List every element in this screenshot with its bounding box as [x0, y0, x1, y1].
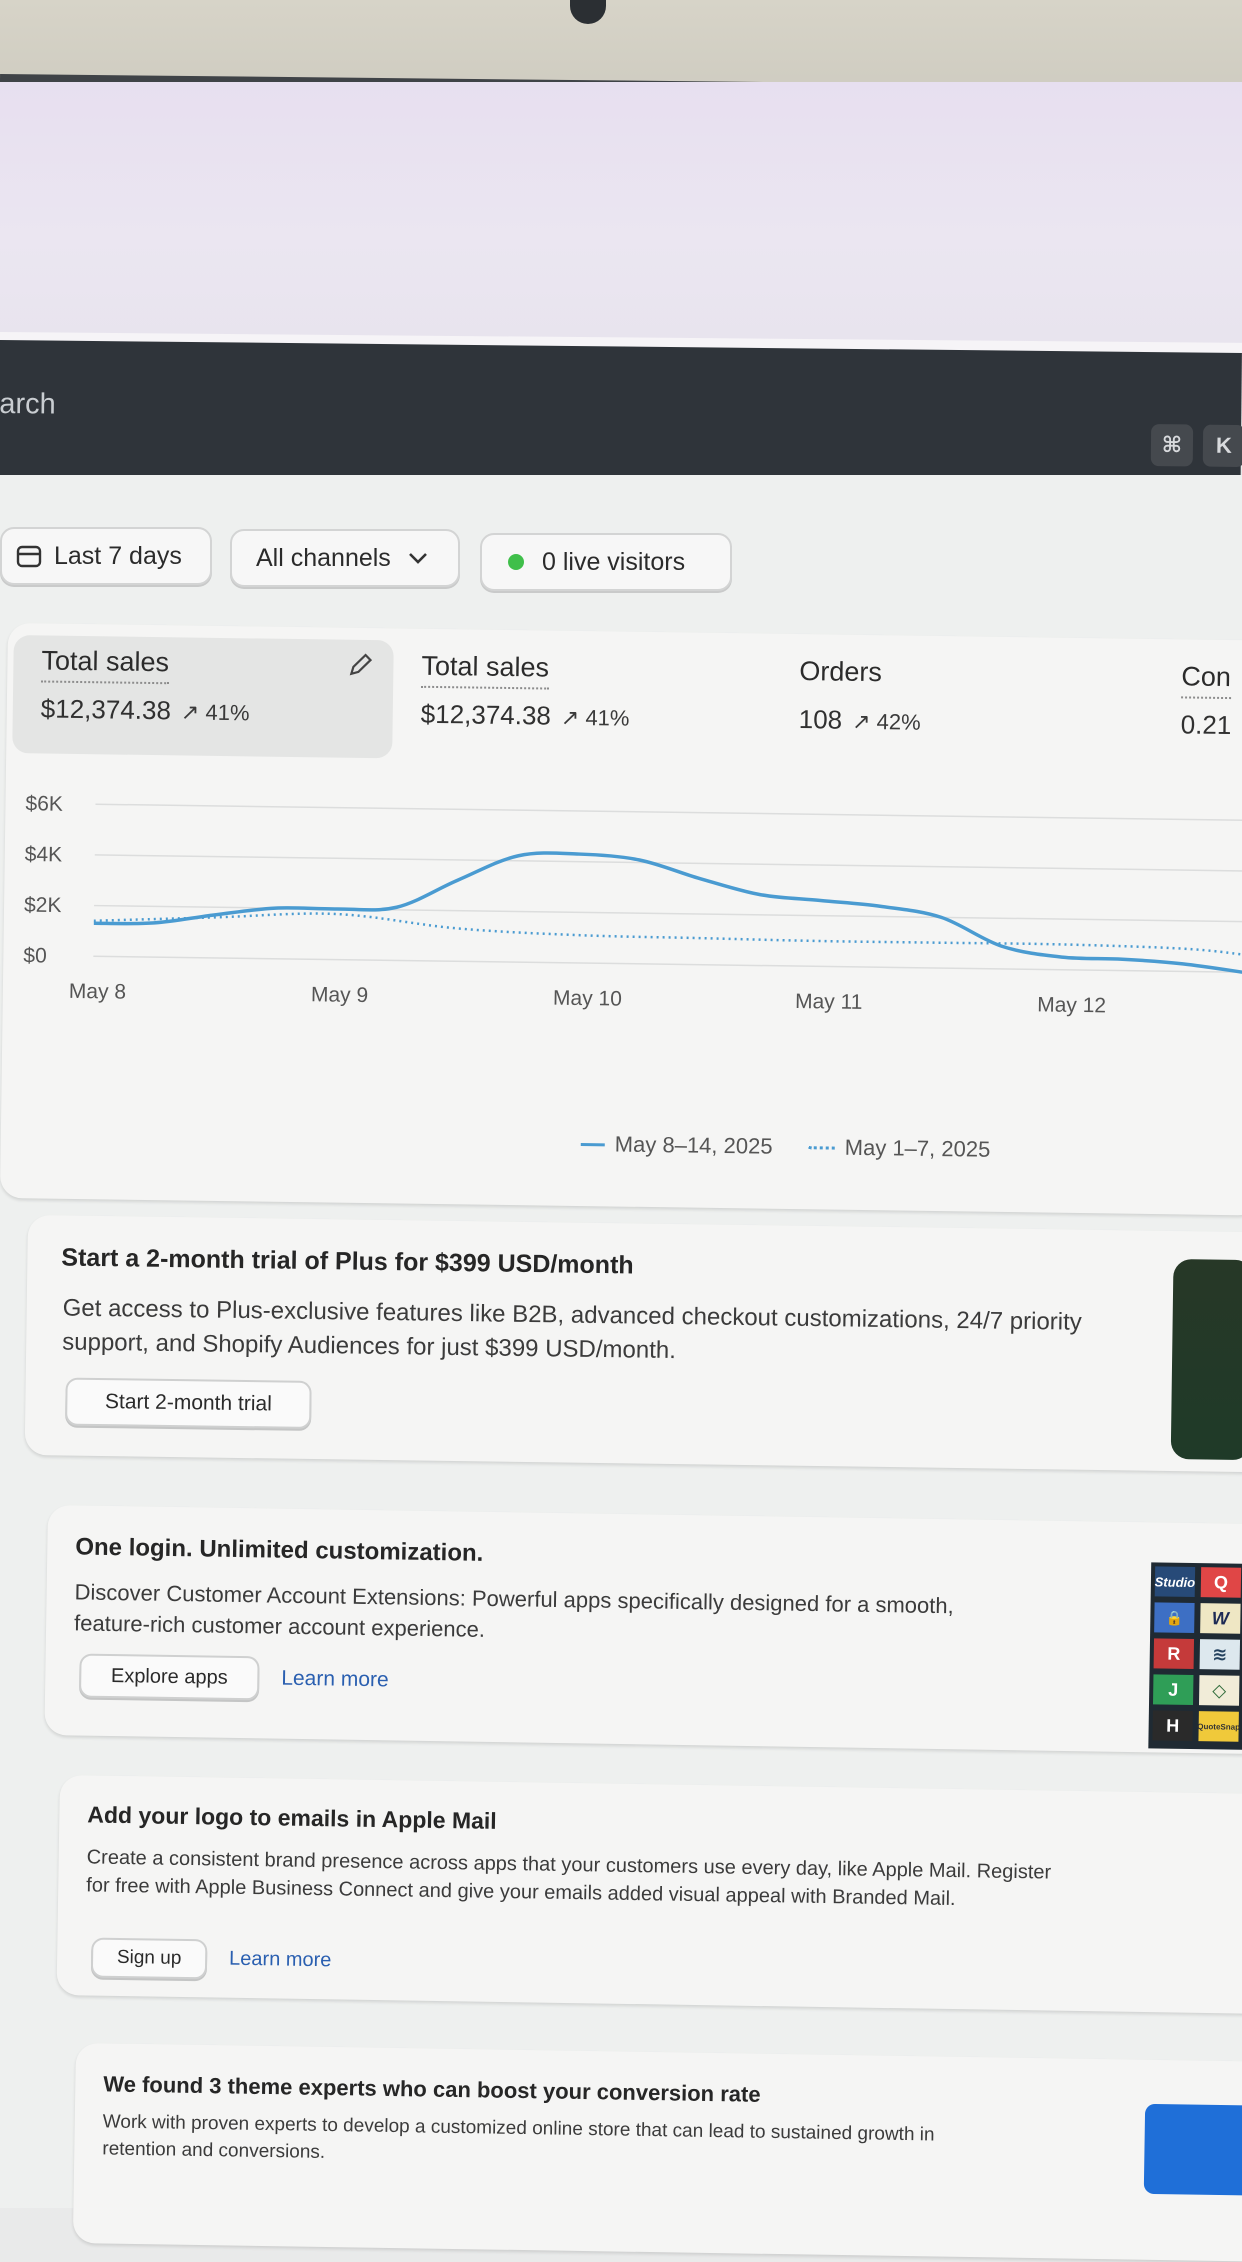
- legend-dotted-swatch: [808, 1145, 835, 1150]
- stripes-app-icon: ≋: [1199, 1639, 1241, 1670]
- metric-label[interactable]: Total sales: [421, 650, 550, 690]
- device-bezel: [0, 0, 1242, 100]
- r-app-icon: R: [1153, 1638, 1195, 1670]
- promo-body: Work with proven experts to develop a cu…: [102, 2111, 935, 2163]
- q-app-icon: Q: [1200, 1567, 1242, 1598]
- y-tick-label: $0: [23, 944, 47, 967]
- promo-title: Start a 2-month trial of Plus for $399 U…: [61, 1243, 634, 1280]
- previous-period-line: [93, 912, 1242, 956]
- metric-value: 0.21: [1180, 709, 1232, 741]
- metric-label[interactable]: Orders: [799, 656, 883, 688]
- start-trial-button[interactable]: Start 2-month trial: [65, 1377, 312, 1429]
- k-key-icon: K: [1202, 424, 1242, 468]
- channels-label: All channels: [256, 543, 391, 572]
- cube-app-icon: ◇: [1198, 1675, 1240, 1706]
- pencil-icon[interactable]: [345, 650, 375, 680]
- gridline: [95, 803, 1242, 822]
- studio-app-icon: Studio: [1155, 1566, 1195, 1598]
- promo-image: [1170, 1258, 1242, 1461]
- channels-dropdown[interactable]: All channels: [230, 529, 460, 587]
- legend-current-label: May 8–14, 2025: [614, 1131, 773, 1159]
- lock-app-icon: 🔒: [1154, 1602, 1195, 1634]
- metric-value: $12,374.38 ↗ 41%: [41, 693, 250, 727]
- metric-delta: ↗ 41%: [180, 699, 250, 726]
- learn-more-link[interactable]: Learn more: [281, 1666, 389, 1692]
- app-icons-collage: Studio Q 🔒 W R ≋ J ◇ H QuoteSnap: [1148, 1562, 1242, 1750]
- learn-more-link[interactable]: Learn more: [228, 1947, 332, 1972]
- y-tick-label: $4K: [25, 843, 63, 867]
- y-tick-label: $2K: [24, 894, 62, 918]
- main-content: Last 7 days All channels 0 live visitors…: [0, 475, 1242, 2262]
- sales-line-chart: $6K $4K $2K $0 May 8 May 9 May 10 May 11 May 12: [23, 792, 1242, 1017]
- promo-title: One login. Unlimited customization.: [75, 1533, 484, 1567]
- y-tick-label: $6K: [25, 792, 63, 816]
- explore-apps-button[interactable]: Explore apps: [78, 1653, 260, 1701]
- apple-mail-card: Add your logo to emails in Apple Mail Cr…: [56, 1775, 1242, 2015]
- sign-up-button[interactable]: Sign up: [90, 1937, 208, 1980]
- h-app-icon: H: [1152, 1710, 1193, 1742]
- metric-amount: $12,374.38: [40, 693, 172, 726]
- search-field[interactable]: arch: [0, 387, 56, 421]
- promo-body: Discover Customer Account Extensions: Po…: [73, 1579, 954, 1642]
- j-app-icon: J: [1153, 1674, 1194, 1706]
- sales-analytics-card: Total sales $12,374.38 ↗ 41% Total sales …: [0, 623, 1242, 1216]
- metric-amount: $12,374.38: [420, 698, 552, 731]
- promo-title: Add your logo to emails in Apple Mail: [87, 1801, 497, 1834]
- promo-body: Get access to Plus-exclusive features li…: [62, 1294, 1082, 1364]
- x-tick-label: May 12: [1037, 993, 1106, 1017]
- command-key-icon: ⌘: [1150, 424, 1194, 467]
- gridline: [94, 854, 1242, 872]
- live-status-dot: [508, 554, 524, 570]
- metric-delta: ↗ 42%: [851, 708, 921, 735]
- metric-delta: ↗ 41%: [560, 704, 630, 731]
- x-tick-label: May 9: [311, 983, 369, 1007]
- metric-amount: 108: [798, 704, 843, 735]
- theme-experts-card: We found 3 theme experts who can boost y…: [72, 2043, 1242, 2262]
- legend-previous: May 1–7, 2025: [808, 1134, 991, 1163]
- x-tick-label: May 11: [795, 990, 863, 1014]
- promo-title: We found 3 theme experts who can boost y…: [103, 2071, 761, 2107]
- metric-label: Total sales: [41, 645, 170, 685]
- quotesnap-app-icon: QuoteSnap: [1197, 1711, 1240, 1742]
- browser-chrome: [0, 82, 1242, 353]
- gridline: [93, 955, 1242, 974]
- camera-notch: [570, 0, 606, 24]
- customer-accounts-card: One login. Unlimited customization. Disc…: [44, 1505, 1242, 1755]
- live-visitors-button[interactable]: 0 live visitors: [480, 533, 732, 591]
- live-visitors-label: 0 live visitors: [542, 547, 686, 576]
- date-range-button[interactable]: Last 7 days: [0, 527, 212, 585]
- x-tick-label: May 8: [69, 980, 127, 1004]
- plus-trial-card: Start a 2-month trial of Plus for $399 U…: [24, 1215, 1242, 1473]
- legend-previous-label: May 1–7, 2025: [844, 1134, 991, 1162]
- x-tick-label: May 10: [553, 987, 622, 1011]
- admin-top-bar: arch ⌘ K: [0, 340, 1242, 488]
- promo-image: [1143, 2103, 1242, 2196]
- legend-solid-swatch: [580, 1142, 605, 1146]
- date-range-label: Last 7 days: [54, 541, 182, 570]
- w-app-icon: W: [1200, 1603, 1241, 1634]
- legend-current: May 8–14, 2025: [580, 1131, 773, 1160]
- metric-value: 108 ↗ 42%: [799, 704, 921, 737]
- metric-label[interactable]: Con: [1181, 661, 1232, 700]
- metric-value: $12,374.38 ↗ 41%: [421, 699, 630, 733]
- calendar-icon: [16, 545, 42, 568]
- current-period-line: [93, 851, 1242, 975]
- promo-body: Create a consistent brand presence acros…: [86, 1846, 1052, 1911]
- chevron-down-icon: [408, 553, 427, 564]
